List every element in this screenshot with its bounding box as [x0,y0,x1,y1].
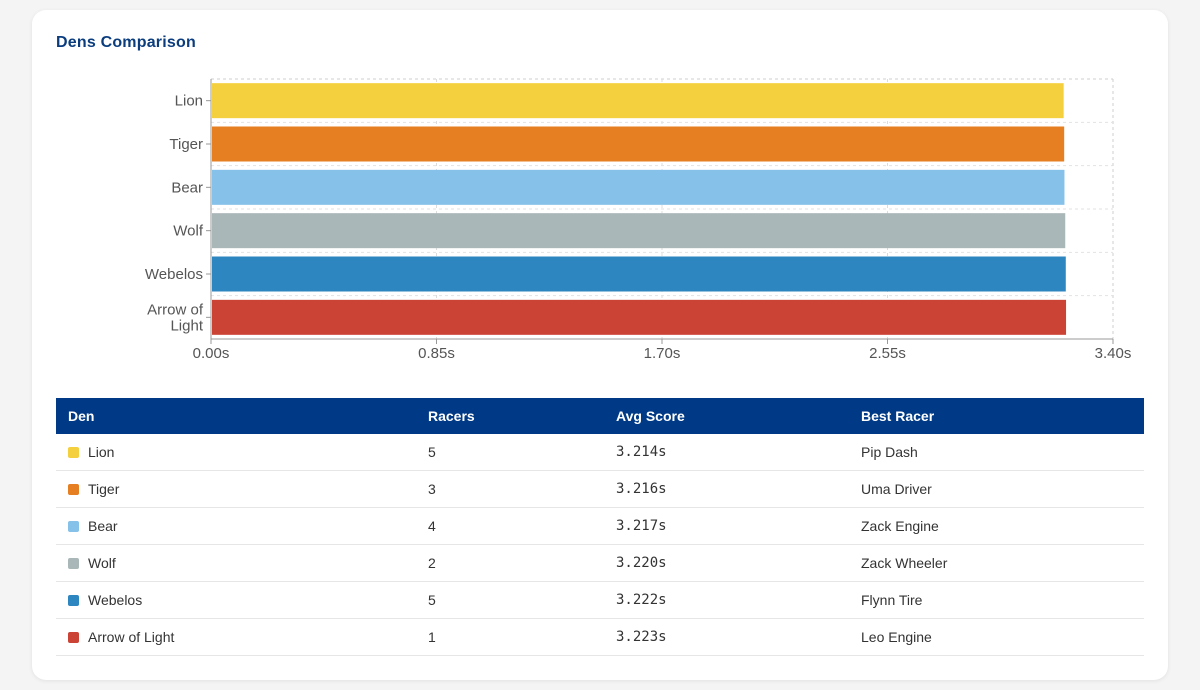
x-tick-label: 3.40s [1095,345,1132,362]
avg-score-cell: 3.223s [604,618,849,656]
col-header-avg-score[interactable]: Avg Score [604,398,849,434]
den-color-swatch [68,558,79,569]
den-cell: Wolf [56,544,416,582]
avg-score-cell: 3.220s [604,544,849,582]
bar-webelos [212,256,1066,292]
den-name: Bear [88,518,118,534]
den-color-swatch [68,484,79,495]
den-cell: Bear [56,507,416,545]
racers-cell: 5 [416,434,604,471]
bar-bear [212,169,1065,205]
den-name: Wolf [88,555,116,571]
den-name: Tiger [88,481,120,497]
y-tick-label: Lion [175,93,203,110]
dens-table: Den Racers Avg Score Best Racer Lion 5 3… [56,398,1144,656]
avg-score-cell: 3.214s [604,434,849,471]
racers-cell: 4 [416,507,604,545]
den-name: Arrow of Light [88,629,175,645]
avg-score-cell: 3.217s [604,507,849,545]
y-tick-label: Bear [171,179,203,196]
best-racer-cell: Uma Driver [849,470,1144,508]
y-tick-label: Wolf [173,223,204,240]
best-racer-cell: Zack Wheeler [849,544,1144,582]
den-color-swatch [68,595,79,606]
x-tick-label: 2.55s [869,345,906,362]
den-cell: Lion [56,434,416,471]
racers-cell: 5 [416,581,604,619]
den-cell: Webelos [56,581,416,619]
table-row: Webelos 5 3.222s Flynn Tire [56,581,1144,619]
table-row: Wolf 2 3.220s Zack Wheeler [56,544,1144,582]
table-row: Lion 5 3.214s Pip Dash [56,434,1144,471]
y-tick-label: Tiger [169,136,203,153]
den-cell: Tiger [56,470,416,508]
den-color-swatch [68,521,79,532]
den-color-swatch [68,447,79,458]
bar-lion [212,83,1064,119]
col-header-racers[interactable]: Racers [416,398,604,434]
x-tick-label: 0.85s [418,345,455,362]
best-racer-cell: Pip Dash [849,434,1144,471]
col-header-den[interactable]: Den [56,398,416,434]
best-racer-cell: Flynn Tire [849,581,1144,619]
table-row: Bear 4 3.217s Zack Engine [56,507,1144,545]
avg-score-cell: 3.216s [604,470,849,508]
best-racer-cell: Zack Engine [849,507,1144,545]
den-cell: Arrow of Light [56,618,416,656]
y-tick-label: Light [170,317,203,334]
col-header-best-racer[interactable]: Best Racer [849,398,1144,434]
den-color-swatch [68,632,79,643]
table-row: Tiger 3 3.216s Uma Driver [56,470,1144,508]
den-name: Webelos [88,592,143,608]
y-tick-label: Arrow of [147,301,204,318]
bar-tiger [212,126,1065,162]
x-tick-label: 1.70s [644,345,681,362]
bar-wolf [212,213,1066,249]
table-header-row: Den Racers Avg Score Best Racer [56,398,1144,434]
y-tick-label: Webelos [145,266,203,283]
avg-score-cell: 3.222s [604,581,849,619]
x-tick-label: 0.00s [193,345,230,362]
bar-arrow-of-light [212,299,1067,335]
table-row: Arrow of Light 1 3.223s Leo Engine [56,618,1144,656]
dens-comparison-card: Dens Comparison 0.00s 0.85s 1.70s 2.55s 3.40… [32,10,1168,680]
dens-bar-chart: 0.00s 0.85s 1.70s 2.55s 3.40s Lion Tiger Bear Wo… [145,78,1132,362]
best-racer-cell: Leo Engine [849,618,1144,656]
card-title: Dens Comparison [56,34,196,51]
racers-cell: 2 [416,544,604,582]
racers-cell: 3 [416,470,604,508]
den-name: Lion [88,444,115,460]
racers-cell: 1 [416,618,604,656]
